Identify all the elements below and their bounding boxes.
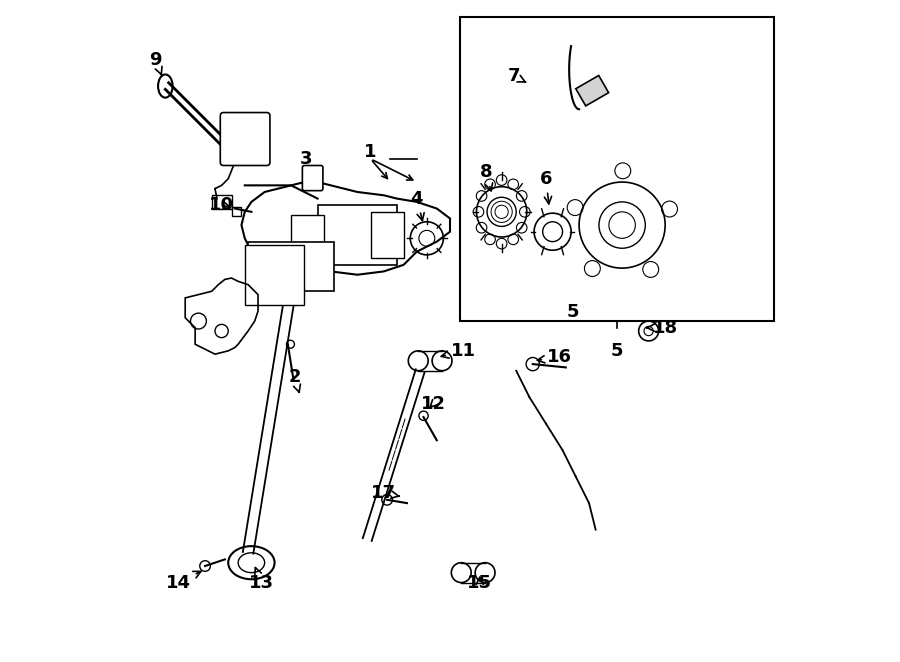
Bar	[248, 242, 334, 291]
Text: 5: 5	[611, 342, 624, 360]
Text: 7: 7	[508, 67, 526, 85]
Text: 6: 6	[540, 169, 553, 204]
Text: 4: 4	[410, 189, 424, 220]
Bar	[371, 212, 404, 258]
Text: 15: 15	[467, 573, 492, 592]
Bar	[231, 207, 241, 216]
Text: 3: 3	[300, 150, 312, 174]
Text: 18: 18	[646, 318, 678, 337]
Bar	[460, 17, 774, 321]
Bar	[212, 195, 231, 209]
Bar	[318, 205, 397, 265]
Text: 16: 16	[537, 348, 572, 367]
Text: 17: 17	[372, 484, 400, 502]
FancyBboxPatch shape	[220, 113, 270, 166]
Bar	[576, 75, 608, 106]
Text: 11: 11	[441, 342, 476, 360]
Text: 13: 13	[248, 567, 274, 592]
Bar	[291, 215, 324, 261]
Text: 2: 2	[288, 368, 301, 393]
Text: 8: 8	[480, 163, 492, 191]
Bar	[245, 245, 304, 305]
FancyBboxPatch shape	[302, 166, 323, 191]
Text: 10: 10	[209, 196, 234, 214]
Text: 14: 14	[166, 571, 201, 592]
Text: 1: 1	[364, 143, 377, 162]
Text: 12: 12	[421, 395, 446, 413]
Text: 5: 5	[566, 303, 579, 322]
Text: 9: 9	[149, 50, 162, 75]
